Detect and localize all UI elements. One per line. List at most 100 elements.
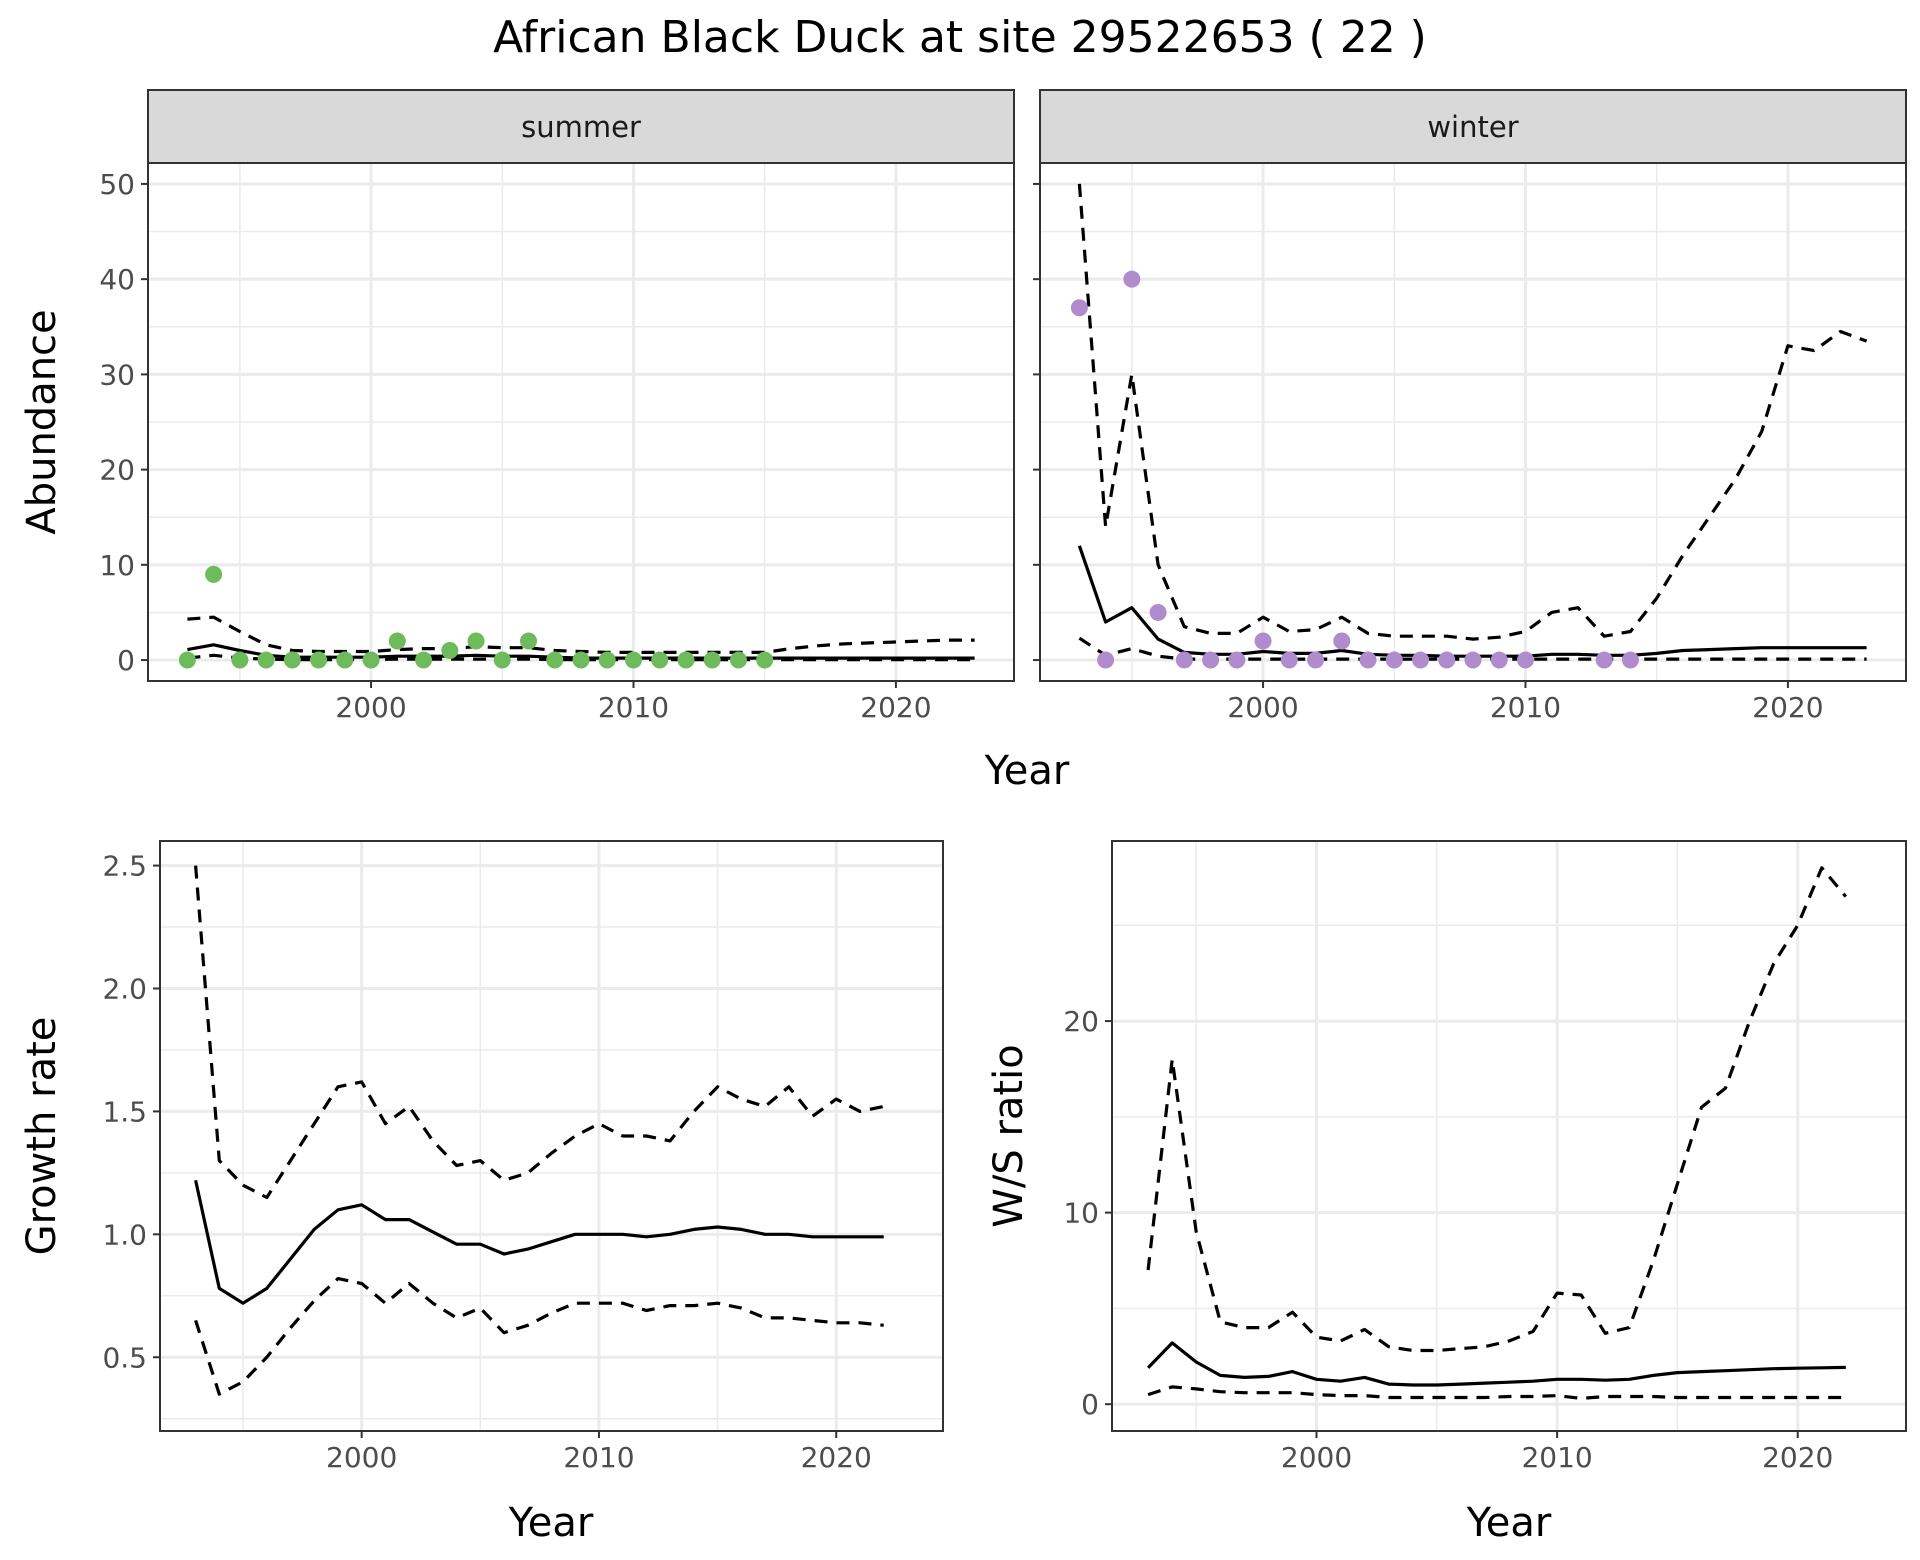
data-point xyxy=(1359,651,1377,669)
x-axis-title: Year xyxy=(1466,1500,1552,1546)
abundance-facet-summer: 2000 2010 2020 0 10 20 30 40 50 xyxy=(99,162,1015,724)
y-tick-label: 20 xyxy=(99,454,135,487)
y-tick-label: 1.0 xyxy=(102,1218,147,1251)
x-tick-label: 2000 xyxy=(335,691,406,724)
data-point xyxy=(1464,651,1482,669)
data-point xyxy=(415,651,433,669)
data-point xyxy=(1621,651,1639,669)
data-point xyxy=(205,565,223,583)
x-tick-label: 2010 xyxy=(1490,691,1561,724)
facet-strip-winter xyxy=(1039,89,1907,164)
data-point xyxy=(1202,651,1220,669)
y-tick-label: 50 xyxy=(99,168,135,201)
data-point xyxy=(441,642,459,660)
data-point xyxy=(493,651,511,669)
data-point xyxy=(1490,651,1508,669)
facet-strip-summer xyxy=(147,89,1015,164)
plot-area xyxy=(1070,183,1868,669)
data-point xyxy=(598,651,616,669)
y-tick-label: 0 xyxy=(1081,1388,1099,1421)
ws-ratio-plot: 2000 2010 2020 0 10 20 xyxy=(1063,840,1907,1474)
x-tick-label: 2020 xyxy=(1762,1441,1833,1474)
panel-border xyxy=(159,840,944,1432)
y-tick-label: 1.5 xyxy=(102,1095,147,1128)
y-tick-label: 2.0 xyxy=(102,973,147,1006)
x-axis-title: Year xyxy=(984,748,1070,794)
data-point xyxy=(520,632,538,650)
data-point xyxy=(1254,632,1272,650)
facet-strip-label: summer xyxy=(521,110,641,144)
x-tick-label: 2000 xyxy=(326,1441,397,1474)
series-line-upper xyxy=(187,615,975,654)
series-line-upper xyxy=(1077,183,1868,641)
series-line-lower xyxy=(1147,1385,1846,1400)
panel-border xyxy=(1039,162,1907,682)
data-point xyxy=(336,651,354,669)
data-point xyxy=(1123,270,1141,288)
data-point xyxy=(1149,603,1167,621)
x-tick-label: 2000 xyxy=(1227,691,1298,724)
data-point xyxy=(257,651,275,669)
data-point xyxy=(1516,651,1534,669)
data-point xyxy=(467,632,485,650)
y-tick-label: 0.5 xyxy=(102,1341,147,1374)
y-axis-title: Growth rate xyxy=(19,1017,65,1256)
growth-rate-panel: 2000 2010 2020 0.5 1.0 1.5 2.0 2.5 Year Growth ra… xyxy=(19,840,944,1546)
x-tick-label: 2010 xyxy=(1521,1441,1592,1474)
series-line-estimate xyxy=(1146,1341,1846,1387)
data-point xyxy=(572,651,590,669)
series-line-estimate xyxy=(194,1179,884,1305)
series-line-upper xyxy=(194,865,885,1200)
y-axis-title: W/S ratio xyxy=(986,1044,1032,1227)
figure-title: African Black Duck at site 29522653 ( 22… xyxy=(493,12,1427,63)
data-point xyxy=(310,651,328,669)
panel-border xyxy=(147,162,1015,682)
data-point xyxy=(1333,632,1351,650)
y-tick-label: 0 xyxy=(117,644,135,677)
data-point xyxy=(1595,651,1613,669)
y-tick-label: 10 xyxy=(99,549,135,582)
x-tick-label: 2020 xyxy=(1752,691,1823,724)
y-tick-label: 30 xyxy=(99,358,135,391)
x-tick-label: 2020 xyxy=(801,1441,872,1474)
x-tick-label: 2010 xyxy=(563,1441,634,1474)
data-point xyxy=(362,651,380,669)
data-point xyxy=(178,651,196,669)
data-point xyxy=(1280,651,1298,669)
data-point xyxy=(703,651,721,669)
series-line-upper xyxy=(1146,866,1848,1353)
panel-border xyxy=(1111,840,1907,1432)
data-point xyxy=(729,651,747,669)
ws-ratio-panel: 2000 2010 2020 0 10 20 Year W/S ratio xyxy=(986,840,1907,1546)
data-point xyxy=(1097,651,1115,669)
data-point xyxy=(756,651,774,669)
data-point xyxy=(283,651,301,669)
plot-area xyxy=(194,865,885,1396)
data-point xyxy=(1385,651,1403,669)
data-point xyxy=(1070,299,1088,317)
data-point xyxy=(624,651,642,669)
y-tick-label: 40 xyxy=(99,263,135,296)
data-point xyxy=(1228,651,1246,669)
x-axis-title: Year xyxy=(508,1500,594,1546)
facet-strip-label: winter xyxy=(1427,110,1518,144)
series-line-lower xyxy=(194,1277,884,1396)
data-point xyxy=(1175,651,1193,669)
plot-area xyxy=(178,565,975,669)
x-tick-label: 2020 xyxy=(860,691,931,724)
data-point xyxy=(1412,651,1430,669)
x-tick-label: 2000 xyxy=(1281,1441,1352,1474)
x-tick-label: 2010 xyxy=(598,691,669,724)
y-tick-label: 20 xyxy=(1063,1005,1099,1038)
data-point xyxy=(231,651,249,669)
y-tick-label: 10 xyxy=(1063,1197,1099,1230)
data-point xyxy=(1307,651,1325,669)
y-tick-label: 2.5 xyxy=(102,850,147,883)
data-point xyxy=(651,651,669,669)
plot-area xyxy=(1146,866,1848,1400)
y-axis-title: Abundance xyxy=(19,309,65,534)
data-point xyxy=(1438,651,1456,669)
growth-plot: 2000 2010 2020 0.5 1.0 1.5 2.0 2.5 xyxy=(102,840,944,1474)
